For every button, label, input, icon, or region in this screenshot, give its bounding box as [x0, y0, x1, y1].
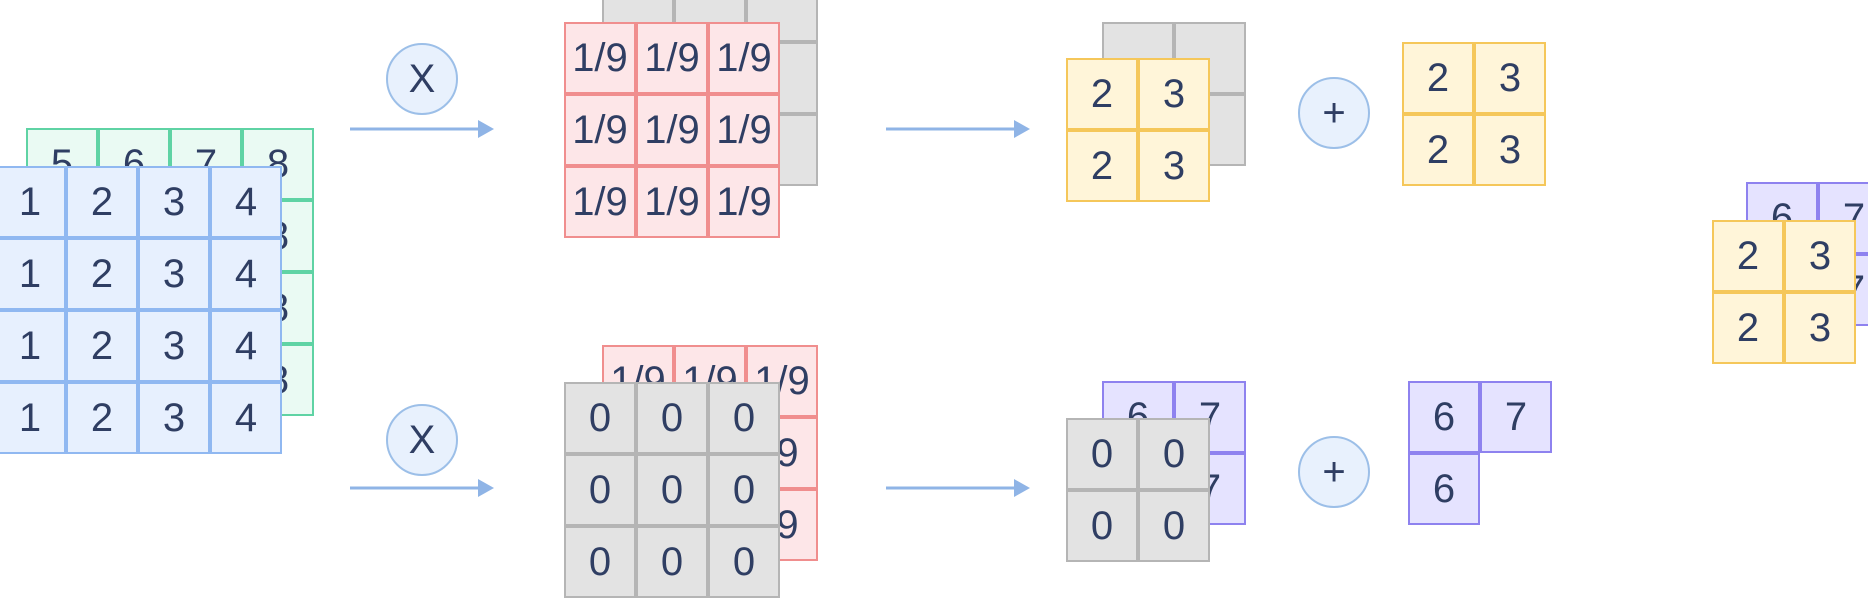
top-result-front-cell: 3	[1138, 58, 1210, 130]
top-kernel-front-cell: 1/9	[636, 94, 708, 166]
input-matrix-front-cell: 1	[0, 166, 66, 238]
input-matrix-front-cell: 4	[210, 310, 282, 382]
add-icon-bottom: +	[1298, 436, 1370, 508]
right-output-front-cell: 2	[1712, 220, 1784, 292]
bottom-result-front-cell: 0	[1138, 490, 1210, 562]
top-kernel-front-cell: 1/9	[708, 22, 780, 94]
input-matrix-front-cell: 2	[66, 166, 138, 238]
bottom-kernel-front-cell: 0	[708, 526, 780, 598]
arrowhead-bottom-2	[1014, 479, 1030, 497]
bottom-sum-matrix-cell: 6	[1408, 453, 1480, 525]
top-result-front-cell: 2	[1066, 130, 1138, 202]
top-sum-matrix-cell: 3	[1474, 114, 1546, 186]
input-matrix-front-cell: 3	[138, 166, 210, 238]
input-matrix-front-cell: 2	[66, 238, 138, 310]
bottom-kernel-front-cell: 0	[564, 382, 636, 454]
bottom-kernel-front-cell: 0	[636, 526, 708, 598]
arrows-layer	[350, 120, 1030, 497]
bottom-result-front-cell: 0	[1138, 418, 1210, 490]
top-kernel-front-cell: 1/9	[708, 94, 780, 166]
bottom-result-front-cell: 0	[1066, 490, 1138, 562]
bottom-kernel-front-cell: 0	[564, 454, 636, 526]
top-kernel-front-cell: 1/9	[708, 166, 780, 238]
top-kernel-front-cell: 1/9	[564, 94, 636, 166]
right-output-front-cell: 3	[1784, 220, 1856, 292]
input-matrix-front-cell: 1	[0, 238, 66, 310]
top-result-front-cell: 3	[1138, 130, 1210, 202]
bottom-sum-matrix-cell: 7	[1480, 381, 1552, 453]
right-output-front-cell: 2	[1712, 292, 1784, 364]
bottom-kernel-front-cell: 0	[636, 382, 708, 454]
add-icon-top: +	[1298, 77, 1370, 149]
multiply-icon-top: X	[386, 43, 458, 115]
input-matrix-front-cell: 3	[138, 310, 210, 382]
multiply-icon-bottom: X	[386, 404, 458, 476]
input-matrix-front-cell: 4	[210, 238, 282, 310]
top-kernel-front-cell: 1/9	[636, 166, 708, 238]
bottom-sum-matrix-cell: 6	[1408, 381, 1480, 453]
top-kernel-front-cell: 1/9	[564, 166, 636, 238]
bottom-kernel-front-cell: 0	[636, 454, 708, 526]
top-sum-matrix-cell: 3	[1474, 42, 1546, 114]
input-matrix-front-cell: 1	[0, 382, 66, 454]
top-kernel-front-cell: 1/9	[636, 22, 708, 94]
right-output-front-cell: 3	[1784, 292, 1856, 364]
top-result-front-cell: 2	[1066, 58, 1138, 130]
bottom-kernel-front-cell: 0	[708, 382, 780, 454]
top-sum-matrix-cell: 2	[1402, 114, 1474, 186]
input-matrix-front-cell: 4	[210, 382, 282, 454]
bottom-kernel-front-cell: 0	[564, 526, 636, 598]
arrowhead-top-1	[478, 120, 494, 138]
input-matrix-front-cell: 1	[0, 310, 66, 382]
top-sum-matrix-cell: 2	[1402, 42, 1474, 114]
bottom-result-front-cell: 0	[1066, 418, 1138, 490]
input-matrix-front-cell: 2	[66, 310, 138, 382]
arrowhead-bottom-1	[478, 479, 494, 497]
bottom-sum-mask	[1484, 455, 1564, 535]
input-matrix-front-cell: 3	[138, 382, 210, 454]
input-matrix-front-cell: 3	[138, 238, 210, 310]
input-matrix-front-cell: 4	[210, 166, 282, 238]
top-kernel-front-cell: 1/9	[564, 22, 636, 94]
arrowhead-top-2	[1014, 120, 1030, 138]
top-kernel-front: 1/9 1/9 1/9 1/9 1/9 1/9 1/9 1/9 1/9	[564, 22, 780, 238]
bottom-kernel-front-cell: 0	[708, 454, 780, 526]
input-matrix-front-cell: 2	[66, 382, 138, 454]
